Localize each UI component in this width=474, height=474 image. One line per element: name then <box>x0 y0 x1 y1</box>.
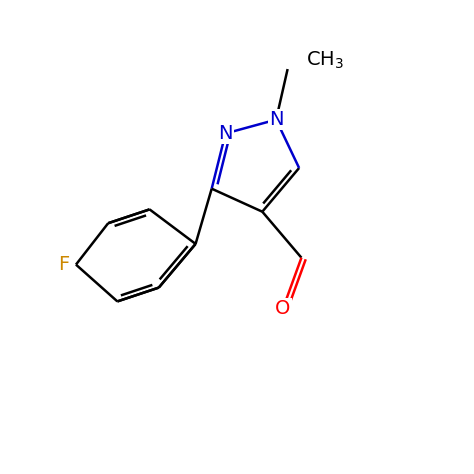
Text: O: O <box>275 299 291 318</box>
Text: CH$_3$: CH$_3$ <box>306 49 344 71</box>
Text: N: N <box>218 124 233 143</box>
Text: F: F <box>58 255 69 274</box>
Text: N: N <box>269 110 283 129</box>
